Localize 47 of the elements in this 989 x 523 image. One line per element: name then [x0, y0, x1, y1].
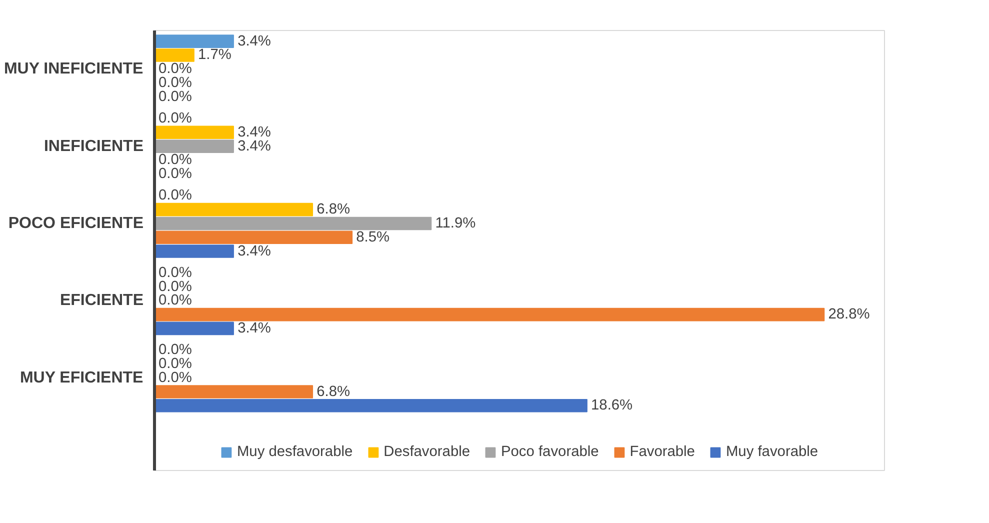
- data-label: 0.0%: [158, 61, 192, 78]
- data-label: 0.0%: [158, 188, 192, 204]
- data-label: 28.8%: [828, 306, 870, 323]
- data-label: 0.0%: [158, 152, 192, 168]
- data-label: 0.0%: [158, 292, 192, 309]
- data-label: 0.0%: [158, 356, 192, 372]
- y-tick-label: INEFICIENTE: [44, 138, 144, 155]
- data-label: 8.5%: [356, 229, 390, 246]
- legend-label: Poco favorable: [501, 444, 599, 460]
- y-tick-label: MUY INEFICIENTE: [4, 60, 144, 78]
- legend-label: Muy desfavorable: [236, 444, 353, 460]
- legend-label: Favorable: [630, 444, 695, 460]
- data-label: 3.4%: [238, 320, 271, 336]
- bar: [154, 140, 234, 153]
- data-label: 0.0%: [158, 74, 192, 91]
- bar: [154, 216, 432, 230]
- y-tick-label: EFICIENTE: [60, 292, 144, 310]
- data-label: 3.4%: [238, 124, 271, 140]
- bar: [154, 230, 353, 244]
- legend-label: Muy favorable: [726, 444, 818, 460]
- legend-label: Desfavorable: [384, 444, 470, 460]
- data-label: 0.0%: [158, 370, 192, 386]
- bar: [154, 48, 194, 62]
- data-label: 6.8%: [316, 202, 350, 218]
- data-label: 3.4%: [238, 33, 271, 50]
- bar: [154, 308, 825, 322]
- data-label: 0.0%: [158, 88, 192, 105]
- bar: [154, 244, 234, 258]
- data-label: 11.9%: [435, 215, 476, 232]
- data-label: 1.7%: [198, 47, 232, 64]
- bar: [154, 34, 234, 48]
- data-label: 3.4%: [238, 138, 271, 154]
- y-tick-label: POCO EFICIENTE: [8, 214, 144, 232]
- bar: [154, 202, 314, 216]
- data-label: 6.8%: [316, 384, 350, 400]
- data-label: 0.0%: [158, 264, 192, 281]
- bar: [154, 322, 234, 336]
- data-label: 0.0%: [158, 342, 192, 358]
- bar: [154, 385, 314, 398]
- data-label: 0.0%: [158, 166, 192, 182]
- y-tick-label: MUY EFICIENTE: [20, 369, 144, 386]
- bar: [154, 126, 234, 140]
- data-label: 0.0%: [158, 110, 192, 126]
- data-label: 3.4%: [238, 243, 271, 260]
- data-label: 18.6%: [591, 398, 633, 414]
- bar: [154, 399, 588, 412]
- data-label: 0.0%: [158, 278, 192, 295]
